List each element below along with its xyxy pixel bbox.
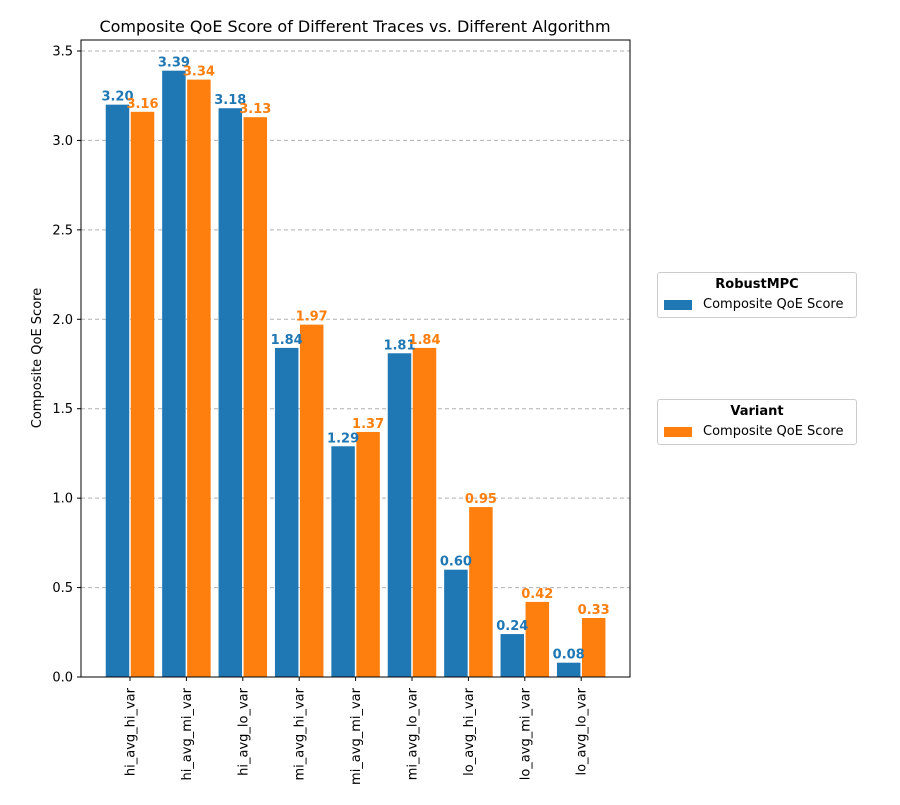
y-tick-label: 2.0 xyxy=(52,313,73,328)
bar xyxy=(581,617,606,677)
y-axis-label: Composite QoE Score xyxy=(30,288,45,428)
bars xyxy=(105,70,606,678)
bar-value-label: 1.84 xyxy=(271,333,303,348)
bar-value-label: 1.81 xyxy=(383,338,415,353)
bar xyxy=(331,446,355,677)
bar xyxy=(130,111,155,678)
bar-value-label: 3.16 xyxy=(126,97,158,112)
legend-variant: Variant Composite QoE Score xyxy=(657,399,857,445)
y-tick-label: 1.0 xyxy=(52,492,73,507)
x-tick-label: hi_avg_mi_var xyxy=(180,687,195,780)
bar-value-label: 0.42 xyxy=(521,587,553,602)
data-labels: 3.203.16 3.393.34 3.183.13 1.84 1.97 1.291.37… xyxy=(101,56,609,663)
bar-value-label: 3.18 xyxy=(214,93,246,108)
bar-value-label: 0.24 xyxy=(496,619,528,634)
legend-robustmpc: RobustMPC Composite QoE Score xyxy=(657,272,857,318)
bar xyxy=(525,601,550,677)
x-tick-label: hi_avg_hi_var xyxy=(124,687,139,776)
bar xyxy=(162,70,186,677)
bar-value-label: 0.95 xyxy=(465,492,497,507)
bar-value-label: 0.60 xyxy=(440,555,472,570)
x-tick-label: mi_avg_hi_var xyxy=(293,687,308,780)
legend-swatch xyxy=(664,299,692,310)
bar xyxy=(412,347,437,677)
bar-value-label: 1.29 xyxy=(327,431,359,446)
y-tick-label: 2.5 xyxy=(52,223,73,238)
bar-value-label: 1.84 xyxy=(408,333,440,348)
y-tick-label: 0.0 xyxy=(52,671,73,686)
x-tick-label: hi_avg_lo_var xyxy=(236,687,251,775)
x-tick-label: mi_avg_mi_var xyxy=(349,687,364,785)
chart-title: Composite QoE Score of Different Traces … xyxy=(99,17,610,36)
x-tick-label: lo_avg_lo_var xyxy=(575,687,590,775)
bar xyxy=(387,353,412,677)
bar xyxy=(105,104,130,677)
bar-value-label: 1.37 xyxy=(352,417,384,432)
x-axis-ticks: hi_avg_hi_var hi_avg_mi_var hi_avg_lo_var m… xyxy=(124,677,590,785)
y-tick-label: 1.5 xyxy=(52,402,73,417)
legend-label: Composite QoE Score xyxy=(703,297,844,312)
legend-label: Composite QoE Score xyxy=(703,424,844,439)
bar-value-label: 0.08 xyxy=(553,648,585,663)
y-tick-label: 0.5 xyxy=(52,581,73,596)
bar xyxy=(299,324,324,677)
bar xyxy=(218,108,243,678)
bar xyxy=(500,634,525,677)
bar xyxy=(444,569,468,677)
x-tick-label: lo_avg_hi_var xyxy=(462,687,477,775)
bar-value-label: 1.97 xyxy=(296,310,328,325)
bar-value-label: 0.33 xyxy=(578,603,610,618)
y-tick-label: 3.5 xyxy=(52,45,73,60)
y-tick-label: 3.0 xyxy=(52,134,73,149)
y-axis-ticks: 0.0 0.5 1.0 1.5 2.0 2.5 3.0 3.5 xyxy=(52,45,81,686)
bar-value-label: 3.20 xyxy=(101,90,133,105)
bar-value-label: 3.13 xyxy=(239,102,271,117)
legend-title: RobustMPC xyxy=(715,277,799,292)
bar xyxy=(243,117,268,678)
bar xyxy=(556,662,581,677)
bar-value-label: 3.34 xyxy=(183,65,215,80)
bar-value-label: 3.39 xyxy=(158,56,190,71)
bar xyxy=(469,507,493,677)
legend-title: Variant xyxy=(730,404,784,419)
bar xyxy=(274,347,299,677)
legend-swatch xyxy=(664,426,692,437)
x-tick-label: mi_avg_lo_var xyxy=(406,687,421,780)
x-tick-label: lo_avg_mi_var xyxy=(518,687,533,780)
grid-lines xyxy=(81,50,630,589)
bar xyxy=(356,431,380,677)
bar xyxy=(187,79,211,678)
